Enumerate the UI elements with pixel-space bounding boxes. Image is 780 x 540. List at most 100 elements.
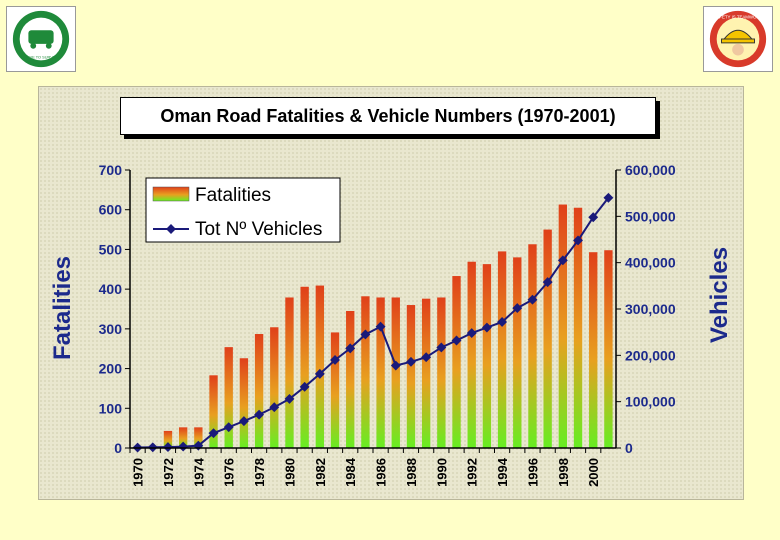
point-vehicles-1983 <box>330 355 340 365</box>
bar-fatalities-2000 <box>589 252 598 448</box>
point-vehicles-1989 <box>421 352 432 363</box>
bar-fatalities-1978 <box>254 334 264 448</box>
bar-fatalities-1980 <box>285 297 294 448</box>
y-tick-label: 200 <box>99 361 123 377</box>
y2-tick-label: 100,000 <box>625 394 676 410</box>
bar-fatalities-1973 <box>178 427 188 448</box>
legend: Fatalities Tot Nº Vehicles <box>145 177 341 243</box>
point-vehicles-2001 <box>603 192 614 203</box>
bar-fatalities-1972 <box>163 430 173 448</box>
y-tick-label: 700 <box>99 162 123 178</box>
bar-fatalities-1984 <box>346 310 355 448</box>
point-vehicles-1994 <box>497 317 508 327</box>
y2-tick-label: 500,000 <box>625 208 676 224</box>
y-tick-label: 400 <box>99 281 123 297</box>
bar-fatalities-1994 <box>497 251 507 448</box>
x-tick-label: 1978 <box>252 458 267 487</box>
point-vehicles-1972 <box>163 442 173 453</box>
x-tick-label: 1994 <box>495 457 510 487</box>
bar-fatalities-1983 <box>330 332 340 448</box>
x-tick-label: 1982 <box>313 458 328 487</box>
svg-text:SAFETY IS TEAMWORK: SAFETY IS TEAMWORK <box>713 15 762 20</box>
chart-title: Oman Road Fatalities & Vehicle Numbers (… <box>120 97 656 135</box>
y2-tick-label: 200,000 <box>625 347 676 363</box>
chart-panel <box>38 86 744 500</box>
y2-tick-label: 300,000 <box>625 301 676 317</box>
drive-to-survive-logo: DRIVE TO SURVIVE <box>6 6 76 72</box>
x-tick-label: 1972 <box>161 458 176 487</box>
x-tick-label: 1992 <box>465 458 480 487</box>
bar-fatalities-1991 <box>452 276 461 448</box>
x-tick-label: 2000 <box>586 458 601 487</box>
point-vehicles-1973 <box>178 441 189 452</box>
x-tick-label: 1990 <box>434 458 449 487</box>
point-vehicles-2000 <box>588 212 599 223</box>
point-vehicles-1981 <box>299 381 310 392</box>
x-tick-label: 1988 <box>404 458 419 487</box>
bar-fatalities-1986 <box>376 297 385 448</box>
x-tick-label: 1996 <box>525 458 540 487</box>
bar-fatalities-1993 <box>482 264 492 448</box>
point-vehicles-1985 <box>360 329 371 340</box>
point-vehicles-1986 <box>375 321 386 332</box>
bar-fatalities-1976 <box>224 347 233 448</box>
x-tick-label: 1998 <box>556 458 571 487</box>
y-tick-label: 0 <box>114 440 122 456</box>
point-vehicles-1976 <box>223 422 234 433</box>
bar-fatalities-1990 <box>437 297 446 448</box>
point-vehicles-1992 <box>466 328 477 339</box>
bar-fatalities-1997 <box>543 229 552 448</box>
bar-fatalities-1999 <box>573 207 583 448</box>
bar-fatalities-1974 <box>194 427 203 448</box>
bar-fatalities-1988 <box>406 305 416 448</box>
bar-fatalities-2001 <box>604 250 613 448</box>
bar-fatalities-1987 <box>391 297 400 448</box>
point-vehicles-1988 <box>406 356 416 367</box>
legend-swatch-fatalities <box>152 186 190 202</box>
point-vehicles-1998 <box>557 255 568 266</box>
point-vehicles-1975 <box>208 428 219 439</box>
bar-fatalities-1977 <box>239 358 249 448</box>
bar-fatalities-1981 <box>300 286 309 448</box>
y2-axis-title: Vehicles <box>706 247 733 343</box>
safety-teamwork-logo: SAFETY IS TEAMWORK <box>703 6 773 72</box>
point-vehicles-1991 <box>451 335 462 346</box>
bar-fatalities-1992 <box>467 261 476 448</box>
y2-tick-label: 400,000 <box>625 255 676 271</box>
point-vehicles-1987 <box>390 360 401 371</box>
bar-fatalities-1995 <box>513 257 522 448</box>
bar-fatalities-1979 <box>270 327 279 448</box>
x-tick-label: 1980 <box>282 458 297 487</box>
fatalities-bars <box>163 204 613 448</box>
point-vehicles-1997 <box>542 277 553 288</box>
x-tick-label: 1974 <box>191 457 206 487</box>
x-tick-label: 1976 <box>222 458 237 487</box>
x-tick-label: 1986 <box>374 458 389 487</box>
point-vehicles-1984 <box>345 343 356 354</box>
bar-fatalities-1989 <box>421 298 431 448</box>
point-vehicles-1982 <box>314 368 325 379</box>
chart-title-text: Oman Road Fatalities & Vehicle Numbers (… <box>160 105 616 126</box>
bar-fatalities-1998 <box>558 204 568 448</box>
x-tick-label: 1970 <box>131 458 146 487</box>
y2-tick-label: 0 <box>625 440 633 456</box>
y-tick-label: 300 <box>99 321 123 337</box>
x-tick-label: 1984 <box>343 457 358 487</box>
y-tick-label: 500 <box>99 241 123 257</box>
y-tick-label: 100 <box>99 400 123 416</box>
svg-text:DRIVE TO SURVIVE: DRIVE TO SURVIVE <box>23 54 59 59</box>
bar-fatalities-1982 <box>315 285 325 448</box>
point-vehicles-1980 <box>284 393 295 404</box>
legend-marker-vehicles <box>166 224 176 234</box>
point-vehicles-1990 <box>436 342 447 353</box>
point-vehicles-1995 <box>512 303 523 314</box>
point-vehicles-1999 <box>573 235 583 246</box>
bar-fatalities-1985 <box>361 296 370 448</box>
point-vehicles-1993 <box>481 322 492 333</box>
y-tick-label: 600 <box>99 202 123 218</box>
bar-fatalities-1975 <box>209 375 218 448</box>
legend-label-fatalities: Fatalities <box>195 185 271 206</box>
point-vehicles-1996 <box>527 294 538 305</box>
point-vehicles-1977 <box>238 416 249 427</box>
